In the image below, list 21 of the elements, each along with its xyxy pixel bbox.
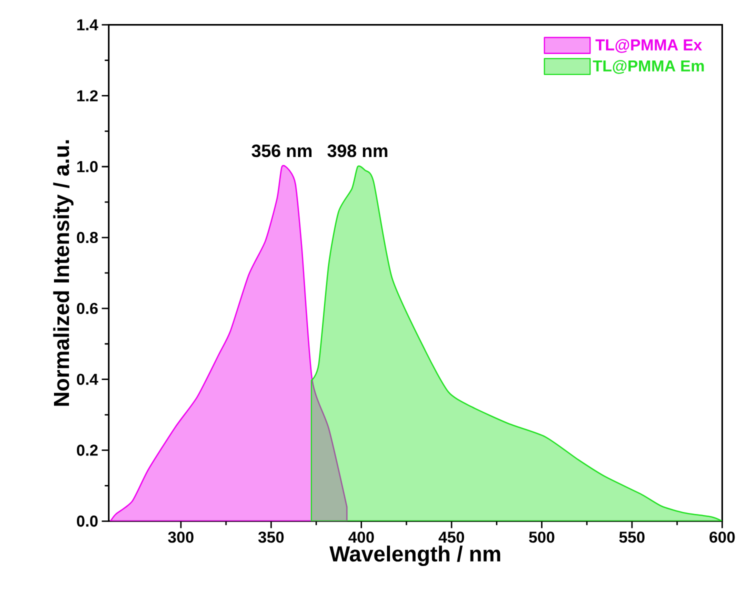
y-tick-label: 0.2 xyxy=(76,444,98,456)
y-tick-label: 0.8 xyxy=(76,232,98,244)
x-tick-label: 600 xyxy=(710,532,735,544)
y-tick-label: 1.2 xyxy=(77,90,98,102)
y-tick-label: 0.0 xyxy=(76,516,98,527)
annotation: 398 nm xyxy=(327,144,388,158)
x-axis-title: Wavelength / nm xyxy=(329,546,500,566)
y-tick-label: 1.4 xyxy=(77,20,98,30)
x-tick-label: 350 xyxy=(258,532,284,544)
x-tick-label: 500 xyxy=(529,532,554,544)
x-tick-label: 550 xyxy=(619,532,645,544)
y-tick-label: 0.6 xyxy=(76,303,98,314)
y-axis-title: Normalized Intensity / a.u. xyxy=(53,140,74,406)
x-tick-label: 400 xyxy=(348,532,374,544)
legend-label: TL@PMMA Em xyxy=(592,60,704,74)
y-tick-label: 1.0 xyxy=(77,161,98,172)
y-tick-label: 0.4 xyxy=(76,374,98,386)
legend-label: TL@PMMA Ex xyxy=(595,39,702,54)
annotation: 356 nm xyxy=(252,144,312,158)
x-tick-label: 450 xyxy=(438,532,464,544)
x-tick-label: 300 xyxy=(168,532,194,544)
